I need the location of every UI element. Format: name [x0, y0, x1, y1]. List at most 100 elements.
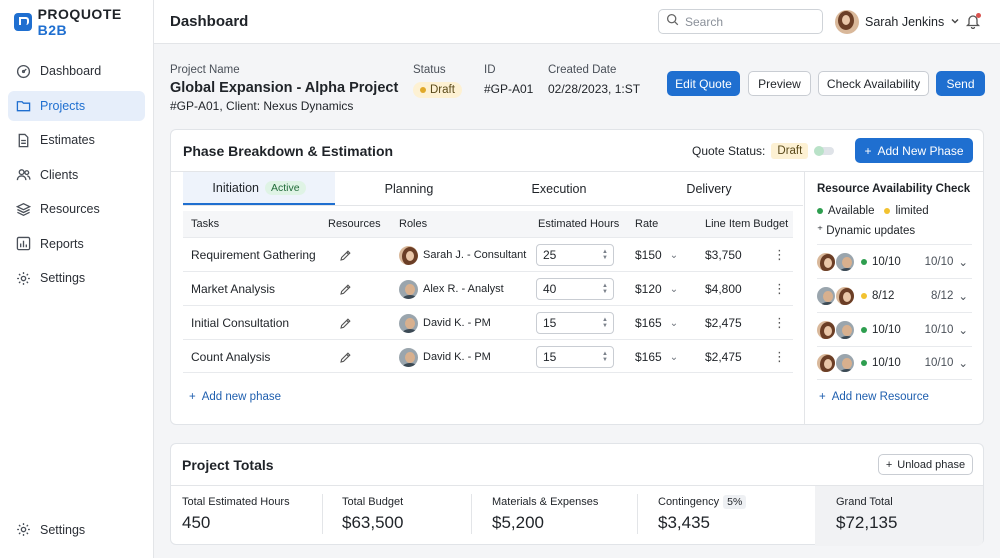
preview-button[interactable]: Preview: [748, 71, 811, 96]
edit-icon[interactable]: [339, 272, 352, 306]
gear-icon: [16, 522, 31, 537]
resource-row[interactable]: 10/10 10/10 ⌄: [817, 244, 972, 278]
sidebar-item-settings[interactable]: Settings: [8, 263, 145, 293]
legend-available-label: Available: [828, 205, 875, 217]
plus-icon: +: [819, 391, 826, 403]
role-name: Sarah J. - Consultant: [423, 249, 527, 261]
stepper-icon[interactable]: ▲ ▼: [602, 317, 608, 329]
user-menu[interactable]: Sarah Jenkins: [835, 10, 960, 34]
page-title: Dashboard: [170, 13, 249, 30]
resource-value: 8/12: [872, 289, 895, 302]
stepper-icon[interactable]: ▲ ▼: [602, 283, 608, 295]
stepper-icon[interactable]: ▲ ▼: [602, 351, 608, 363]
available-dot: [861, 326, 867, 333]
resource-row[interactable]: 10/10 10/10 ⌄: [817, 312, 972, 346]
resource-row[interactable]: 10/10 10/10 ⌄: [817, 346, 972, 380]
logo-icon: [14, 13, 32, 31]
rate-cell[interactable]: $120 ⌄: [635, 272, 678, 306]
hours-input[interactable]: 25 ▲ ▼: [536, 244, 614, 266]
rate-cell[interactable]: $165 ⌄: [635, 340, 678, 374]
rate-value: $165: [635, 316, 662, 330]
total-value: $63,500: [342, 513, 404, 532]
resource-capacity: 10/10 ⌄: [925, 356, 968, 370]
hours-input[interactable]: 40 ▲ ▼: [536, 278, 614, 300]
edit-icon[interactable]: [339, 306, 352, 340]
quote-status-toggle[interactable]: [814, 146, 835, 156]
phase-title: Phase Breakdown & Estimation: [183, 143, 394, 159]
created-value: 02/28/2023, 1:ST: [548, 82, 641, 96]
edit-quote-button[interactable]: Edit Quote: [667, 71, 740, 96]
bell-icon[interactable]: [965, 13, 981, 34]
tab-initiation[interactable]: Initiation Active: [183, 172, 335, 205]
totals-card: Project Totals + Unload phase Total Estim…: [170, 443, 984, 546]
status-badge: Draft: [413, 80, 462, 98]
tab-label: Initiation: [212, 180, 259, 195]
resource-capacity: 10/10 ⌄: [925, 323, 968, 337]
tab-execution[interactable]: Execution: [483, 172, 635, 205]
resource-value: 10/10: [872, 323, 901, 336]
role-cell: David K. - PM: [399, 306, 491, 340]
unload-phase-button[interactable]: + Unload phase: [878, 454, 973, 475]
more-icon[interactable]: ⋮: [773, 349, 786, 364]
contingency-label: Contingency: [658, 496, 720, 508]
avatar: [817, 252, 835, 271]
role-cell: David K. - PM: [399, 340, 491, 374]
sidebar-item-resources[interactable]: Resources: [8, 194, 145, 224]
add-new-phase-link[interactable]: + Add new phase: [189, 391, 281, 403]
sidebar-item-label: Estimates: [40, 133, 95, 147]
brand[interactable]: PROQUOTE B2B: [0, 0, 153, 44]
resource-capacity-value: 10/10: [924, 323, 954, 336]
divider: [471, 494, 472, 534]
sidebar-item-reports[interactable]: Reports: [8, 229, 145, 259]
add-new-phase-button[interactable]: + Add New Phase: [855, 138, 973, 163]
search-box[interactable]: [658, 9, 823, 34]
hours-value: 25: [543, 248, 557, 262]
send-button[interactable]: Send: [936, 71, 985, 96]
resource-value: 10/10: [872, 255, 901, 268]
role-name: David K. - PM: [423, 317, 491, 329]
sidebar-item-dashboard[interactable]: Dashboard: [8, 56, 145, 86]
chevron-down-icon: ⌄: [669, 317, 679, 329]
more-icon[interactable]: ⋮: [773, 247, 786, 262]
tab-delivery[interactable]: Delivery: [635, 172, 783, 205]
sidebar-item-clients[interactable]: Clients: [8, 160, 145, 190]
hours-input[interactable]: 15 ▲ ▼: [536, 312, 614, 334]
add-new-resource-link[interactable]: + Add new Resource: [819, 391, 929, 403]
sidebar-item-estimates[interactable]: Estimates: [8, 125, 145, 155]
resource-row[interactable]: 8/12 8/12 ⌄: [817, 278, 972, 312]
resource-capacity-value: 10/10: [924, 255, 954, 268]
chevron-down-icon: ⌄: [958, 290, 968, 303]
legend-available: Available: [817, 205, 874, 217]
avatar: [836, 320, 854, 339]
avatar: [817, 286, 835, 305]
sidebar-item-projects[interactable]: Projects: [8, 90, 145, 121]
tab-planning[interactable]: Planning: [335, 172, 483, 205]
role-name: David K. - PM: [423, 351, 491, 363]
rate-value: $150: [635, 248, 662, 262]
rate-value: $120: [635, 282, 662, 296]
hours-input[interactable]: 15 ▲ ▼: [536, 346, 614, 368]
search-input[interactable]: [685, 14, 815, 29]
avatar: [399, 313, 418, 333]
sidebar-bottom: Settings: [8, 515, 145, 550]
plus-icon: +: [189, 391, 196, 403]
hours-cell: 15 ▲ ▼: [536, 306, 614, 340]
sidebar-nav: Dashboard Projects Estimates Clients Res…: [0, 44, 153, 293]
sidebar-item-settings-bottom[interactable]: Settings: [8, 515, 145, 545]
divider: [637, 494, 638, 534]
chevron-down-icon: ⌄: [669, 283, 679, 295]
sidebar-item-label: Projects: [40, 98, 86, 113]
rate-cell[interactable]: $165 ⌄: [635, 306, 678, 340]
active-badge: Active: [264, 180, 306, 195]
stepper-icon[interactable]: ▲ ▼: [602, 249, 608, 261]
sidebar-item-label: Resources: [40, 202, 100, 216]
resource-capacity-value: 8/12: [930, 289, 954, 302]
edit-icon[interactable]: [339, 340, 352, 374]
more-icon[interactable]: ⋮: [773, 281, 786, 296]
more-icon[interactable]: ⋮: [773, 315, 786, 330]
budget-value: $4,800: [705, 282, 742, 296]
edit-icon[interactable]: [339, 238, 352, 272]
rate-cell[interactable]: $150 ⌄: [635, 238, 678, 272]
resource-capacity: 10/10 ⌄: [925, 255, 968, 269]
check-availability-button[interactable]: Check Availability: [818, 71, 929, 96]
